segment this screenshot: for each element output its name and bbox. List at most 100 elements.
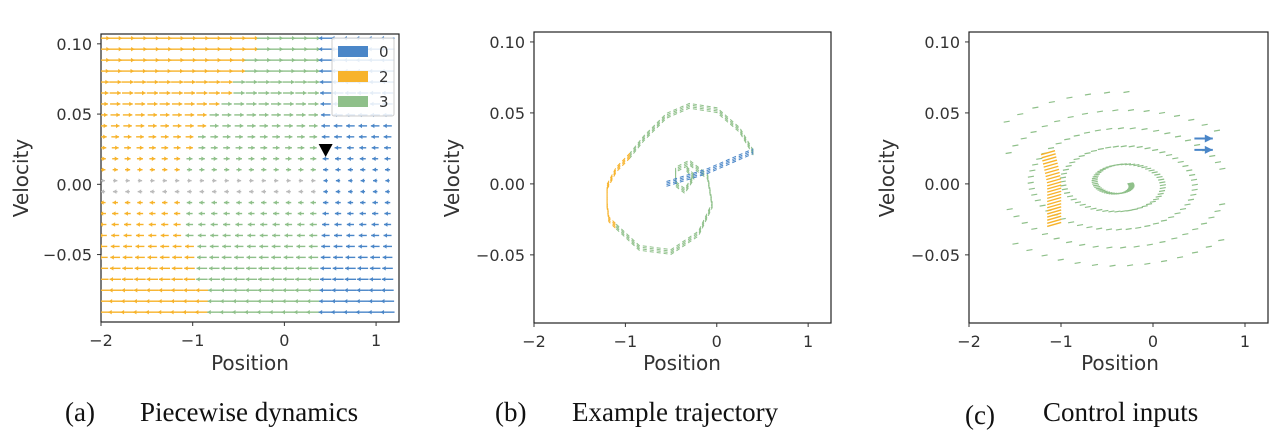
panel-a: −2 −1 0 1 −0.05 0.00 0.05 0.10 Position Velocit… <box>9 33 400 427</box>
quiver-arrowhead <box>316 46 321 52</box>
quiver-arrowhead <box>323 189 327 194</box>
quiver-arrowhead <box>203 112 207 118</box>
control-arrow-orange <box>1041 153 1056 159</box>
quiver-arrowhead <box>208 288 212 293</box>
quiver-arrowhead <box>252 123 256 129</box>
x-tick-label: 1 <box>803 332 813 351</box>
quiver-arrowhead <box>214 145 218 150</box>
axis-ticks-a: −2 −1 0 1 −0.05 0.00 0.05 0.10 <box>43 35 381 350</box>
control-arrow-orange <box>1042 156 1057 162</box>
quiver-arrowhead <box>321 244 325 249</box>
quiver-arrowhead <box>373 178 377 183</box>
quiver-arrowhead <box>347 167 352 172</box>
quiver-arrowhead <box>266 68 271 74</box>
quiver-arrowhead <box>315 90 319 96</box>
control-arrow <box>1092 245 1099 248</box>
quiver-arrowhead <box>225 178 229 183</box>
quiver-arrowhead <box>371 145 376 150</box>
quiver-arrowhead <box>185 244 189 249</box>
control-arrow <box>1065 164 1072 168</box>
quiver-arrowhead <box>188 167 193 172</box>
control-arrow-orange <box>1047 206 1062 212</box>
quiver-arrowhead <box>344 277 349 282</box>
quiver-arrowhead <box>276 123 281 129</box>
quiver-arrowhead <box>222 233 227 238</box>
quiver-arrowhead <box>234 255 238 260</box>
control-arrow <box>1028 187 1035 190</box>
quiver-arrowhead <box>102 156 106 161</box>
quiver-arrowhead <box>318 57 323 63</box>
control-arrow <box>1084 205 1092 209</box>
quiver-arrowhead <box>191 101 195 107</box>
quiver-arrowhead <box>307 288 311 293</box>
control-arrow <box>1060 184 1067 187</box>
quiver-arrowhead <box>272 233 276 238</box>
control-arrow <box>1127 182 1134 185</box>
quiver-arrowhead <box>176 156 181 161</box>
quiver-arrowhead <box>238 145 243 150</box>
quiver-arrowhead <box>143 46 147 52</box>
quiver-arrowhead <box>308 244 313 249</box>
quiver-arrowhead <box>359 145 363 150</box>
quiver-arrowhead <box>310 189 315 194</box>
trajectory <box>606 102 754 255</box>
quiver-arrowhead <box>223 222 227 227</box>
trajectory-segment <box>615 161 713 252</box>
quiver-arrowhead <box>335 156 339 161</box>
quiver-arrowhead <box>233 266 238 271</box>
quiver-arrowhead <box>240 101 245 107</box>
quiver-arrowhead <box>217 68 221 74</box>
quiver-arrowhead <box>237 178 242 183</box>
control-arrow <box>1057 258 1064 261</box>
quiver-arrowhead <box>148 233 152 238</box>
control-arrow-orange <box>1047 221 1062 228</box>
control-arrow <box>1106 246 1113 249</box>
quiver-arrowhead <box>170 288 175 293</box>
quiver-arrowhead <box>153 101 158 107</box>
quiver-arrowhead <box>301 123 306 129</box>
quiver-arrowhead <box>130 68 135 74</box>
quiver-arrowhead <box>312 167 316 172</box>
quiver-arrowhead <box>272 211 277 216</box>
quiver-arrowhead <box>207 299 212 304</box>
quiver-arrowhead <box>192 36 197 41</box>
quiver-arrowhead <box>319 68 323 74</box>
quiver-arrowhead <box>96 310 100 314</box>
quiver-arrowhead <box>112 200 116 205</box>
control-arrow-orange <box>1047 209 1062 215</box>
control-arrow <box>1125 227 1132 231</box>
quiver-arrowhead <box>165 112 170 118</box>
quiver-arrowhead <box>117 79 122 85</box>
quiver-arrowhead <box>177 134 181 140</box>
quiver-arrowhead <box>204 68 209 74</box>
quiver-arrowhead <box>260 222 264 227</box>
trajectory-segment <box>606 154 631 227</box>
quiver-arrowhead <box>346 145 351 150</box>
quiver-arrowhead <box>159 255 164 260</box>
quiver-arrowhead <box>171 266 176 271</box>
quiver-arrowhead <box>300 156 304 161</box>
quiver-arrowhead <box>128 123 132 129</box>
quiver-arrowhead <box>291 79 295 85</box>
control-arrow <box>1145 203 1153 206</box>
quiver-arrowhead <box>135 233 140 238</box>
quiver-arrowhead <box>139 145 144 150</box>
quiver-arrowhead <box>271 255 275 260</box>
quiver-arrowhead <box>109 288 113 293</box>
control-arrow <box>1128 186 1135 189</box>
control-arrow <box>1219 167 1226 170</box>
quiver-arrowhead <box>314 112 318 118</box>
control-arrow <box>1041 125 1048 128</box>
quiver-arrowhead <box>368 299 373 304</box>
quiver-arrowhead <box>110 255 114 260</box>
quiver-arrowhead <box>343 309 347 315</box>
quiver-arrowhead <box>189 145 193 150</box>
quiver-arrowhead <box>121 299 125 304</box>
quiver-arrowhead <box>196 277 200 282</box>
control-arrow <box>1041 254 1048 257</box>
quiver-arrowhead <box>216 79 221 85</box>
quiver-arrowhead <box>372 167 377 172</box>
quiver-arrowhead <box>121 288 125 293</box>
control-arrow <box>1106 191 1113 195</box>
quiver-arrowhead <box>203 90 208 96</box>
